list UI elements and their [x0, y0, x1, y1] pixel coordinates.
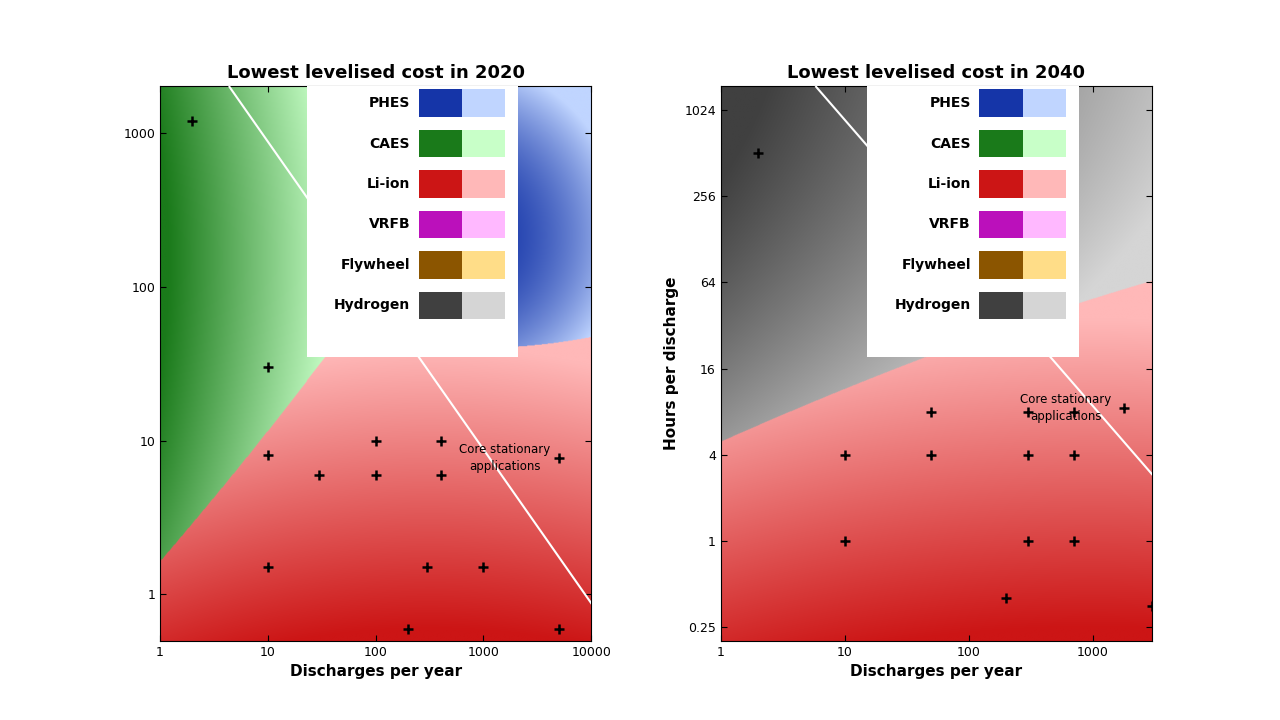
FancyBboxPatch shape [462, 210, 506, 238]
FancyBboxPatch shape [419, 170, 462, 198]
FancyBboxPatch shape [419, 292, 462, 319]
FancyBboxPatch shape [1023, 89, 1066, 117]
Text: Li-ion: Li-ion [928, 177, 970, 191]
X-axis label: Discharges per year: Discharges per year [850, 665, 1023, 679]
Text: Flywheel: Flywheel [901, 258, 970, 272]
FancyBboxPatch shape [1023, 292, 1066, 319]
Title: Lowest levelised cost in 2040: Lowest levelised cost in 2040 [787, 64, 1085, 82]
FancyBboxPatch shape [462, 89, 506, 117]
Text: Hydrogen: Hydrogen [334, 298, 410, 312]
FancyBboxPatch shape [462, 292, 506, 319]
Text: VRFB: VRFB [369, 217, 410, 231]
FancyBboxPatch shape [1023, 251, 1066, 279]
FancyBboxPatch shape [979, 130, 1023, 158]
FancyBboxPatch shape [1023, 170, 1066, 198]
Text: Core stationary
applications: Core stationary applications [1020, 393, 1111, 423]
FancyBboxPatch shape [1023, 130, 1066, 158]
FancyBboxPatch shape [419, 251, 462, 279]
FancyBboxPatch shape [462, 130, 506, 158]
Text: PHES: PHES [369, 96, 410, 110]
Text: Li-ion: Li-ion [367, 177, 410, 191]
Text: CAES: CAES [370, 137, 410, 150]
Text: Hydrogen: Hydrogen [895, 298, 970, 312]
FancyBboxPatch shape [419, 210, 462, 238]
X-axis label: Discharges per year: Discharges per year [289, 665, 462, 679]
Text: VRFB: VRFB [929, 217, 970, 231]
FancyBboxPatch shape [868, 76, 1079, 357]
FancyBboxPatch shape [979, 170, 1023, 198]
FancyBboxPatch shape [979, 251, 1023, 279]
FancyBboxPatch shape [979, 210, 1023, 238]
Y-axis label: Hours per discharge: Hours per discharge [663, 277, 678, 450]
FancyBboxPatch shape [419, 89, 462, 117]
FancyBboxPatch shape [979, 89, 1023, 117]
FancyBboxPatch shape [979, 292, 1023, 319]
Text: Core stationary
applications: Core stationary applications [460, 443, 550, 473]
Text: Flywheel: Flywheel [340, 258, 410, 272]
FancyBboxPatch shape [462, 251, 506, 279]
FancyBboxPatch shape [1023, 210, 1066, 238]
FancyBboxPatch shape [419, 130, 462, 158]
FancyBboxPatch shape [462, 170, 506, 198]
FancyBboxPatch shape [307, 76, 518, 357]
Text: PHES: PHES [929, 96, 970, 110]
Text: CAES: CAES [931, 137, 970, 150]
Title: Lowest levelised cost in 2020: Lowest levelised cost in 2020 [227, 64, 525, 82]
